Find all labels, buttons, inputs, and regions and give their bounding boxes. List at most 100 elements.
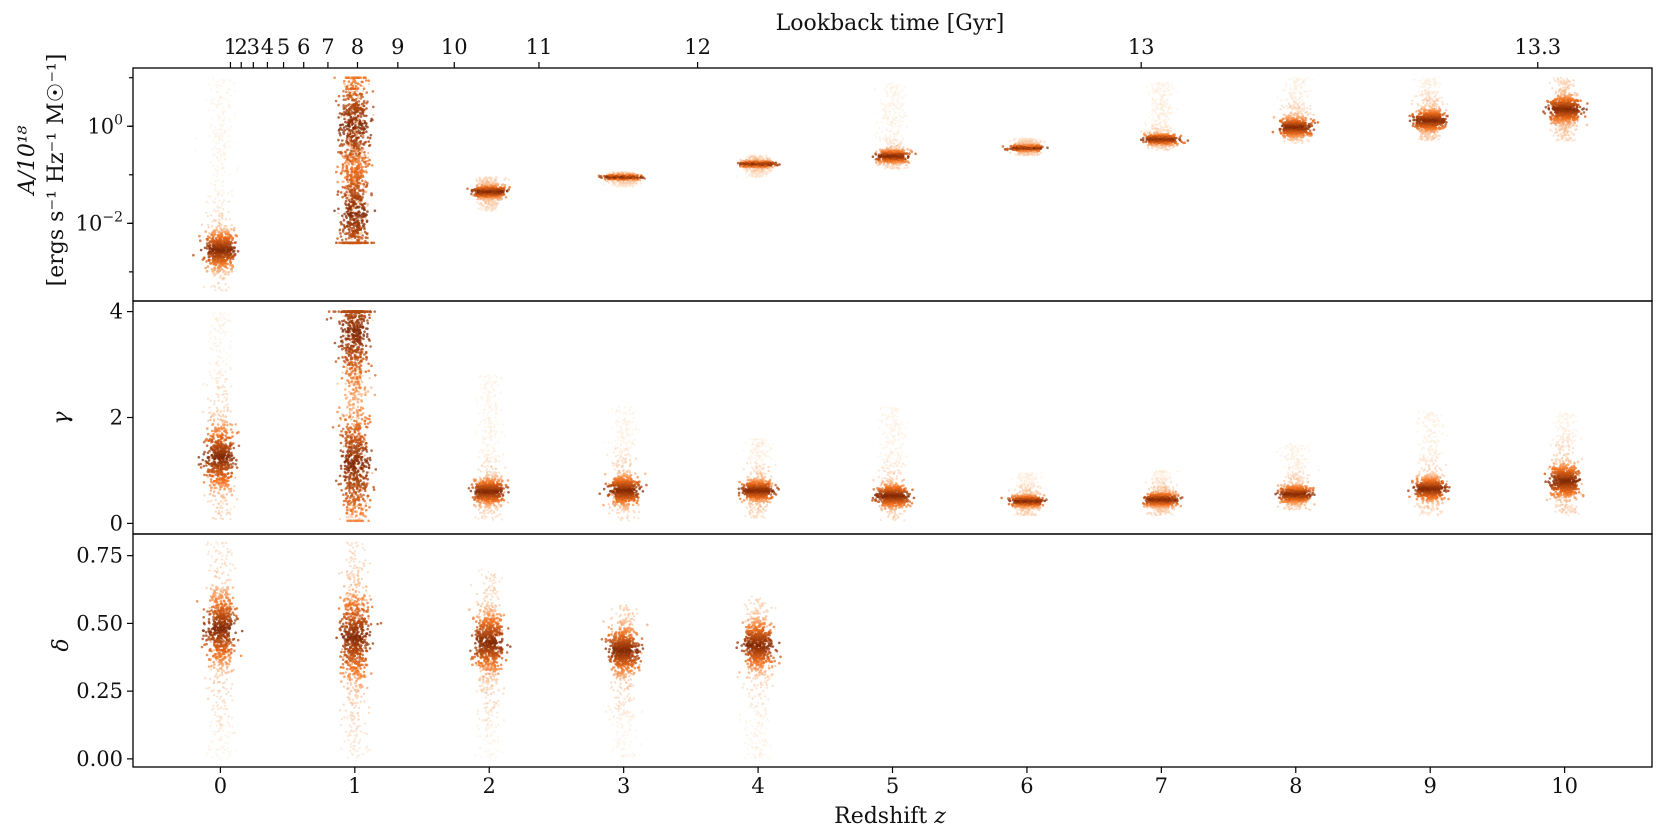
scatter-point	[625, 173, 629, 177]
scatter-point	[218, 190, 221, 193]
scatter-point	[217, 155, 220, 158]
scatter-point	[362, 157, 366, 160]
scatter-point	[746, 161, 749, 165]
scatter-point	[220, 125, 223, 128]
scatter-point	[746, 155, 749, 158]
scatter-point	[487, 206, 490, 209]
scatter-point	[359, 106, 363, 110]
scatter-point	[482, 206, 485, 209]
scatter-point	[210, 285, 213, 288]
scatter-point	[344, 214, 348, 218]
scatter-point	[347, 163, 351, 166]
scatter-point	[364, 190, 368, 194]
scatter-point	[210, 238, 214, 241]
scatter-point	[365, 220, 369, 223]
scatter-point	[879, 102, 882, 105]
scatter-point	[212, 129, 215, 132]
scatter-point	[366, 125, 369, 129]
scatter-point	[361, 219, 364, 223]
scatter-point	[348, 95, 352, 98]
scatter-point	[356, 173, 360, 176]
scatter-point	[349, 149, 353, 152]
scatter-point	[364, 165, 368, 168]
scatter-point	[218, 103, 221, 106]
scatter-point	[352, 93, 356, 96]
scatter-point	[233, 246, 236, 250]
scatter-point	[352, 143, 355, 147]
scatter-point	[337, 207, 340, 211]
scatter-point	[212, 131, 215, 134]
scatter-point	[349, 112, 352, 115]
scatter-point	[207, 109, 210, 112]
scatter-point	[742, 164, 746, 168]
scatter-point	[349, 191, 353, 195]
scatter-point	[232, 229, 236, 232]
scatter-point	[358, 195, 362, 199]
scatter-point	[599, 174, 603, 178]
scatter-point	[896, 98, 899, 101]
scatter-point	[213, 154, 216, 157]
scatter-point	[211, 102, 214, 105]
scatter-point	[346, 193, 349, 196]
scatter-point	[234, 241, 237, 244]
scatter-point	[219, 193, 223, 196]
scatter-point	[215, 135, 218, 138]
scatter-point	[341, 166, 345, 170]
scatter-point	[342, 241, 346, 245]
scatter-point	[358, 132, 361, 135]
scatter-point	[340, 113, 344, 116]
scatter-point	[358, 163, 362, 166]
scatter-point	[890, 129, 893, 133]
scatter-point	[234, 233, 237, 237]
scatter-point	[899, 90, 902, 93]
scatter-point	[233, 113, 236, 116]
scatter-point	[886, 118, 889, 121]
scatter-point	[339, 133, 342, 137]
scatter-point	[345, 224, 349, 228]
scatter-point	[364, 180, 367, 183]
scatter-point	[210, 214, 213, 217]
scatter-point	[219, 223, 223, 227]
scatter-point	[219, 236, 223, 239]
scatter-point	[217, 83, 220, 87]
scatter-point	[213, 266, 216, 269]
scatter-point	[476, 190, 480, 194]
scatter-point	[218, 148, 221, 151]
scatter-point	[343, 225, 347, 229]
scatter-point	[223, 152, 226, 155]
scatter-point	[228, 88, 231, 91]
scatter-point	[339, 191, 343, 194]
scatter-point	[370, 192, 373, 195]
scatter-point	[347, 195, 350, 198]
scatter-point	[362, 87, 366, 90]
scatter-point	[901, 89, 904, 92]
scatter-point	[220, 162, 223, 165]
scatter-point	[879, 98, 882, 101]
scatter-point	[360, 126, 363, 130]
scatter-point	[752, 172, 755, 175]
scatter-point	[212, 254, 216, 258]
scatter-point	[356, 87, 360, 90]
scatter-point	[203, 246, 207, 250]
scatter-point	[215, 142, 218, 145]
scatter-point	[897, 168, 900, 171]
scatter-point	[366, 136, 370, 139]
scatter-point	[472, 188, 476, 192]
scatter-point	[879, 139, 882, 142]
scatter-point	[353, 163, 356, 166]
scatter-point	[363, 153, 367, 157]
scatter-point	[211, 260, 215, 264]
scatter-point	[224, 153, 227, 156]
scatter-point	[890, 82, 893, 86]
scatter-point	[889, 135, 892, 138]
scatter-point	[887, 143, 890, 146]
scatter-point	[224, 230, 227, 233]
scatter-point	[222, 191, 226, 194]
scatter-point	[354, 217, 358, 220]
scatter-point	[905, 125, 908, 128]
scatter-point	[366, 236, 369, 240]
scatter-point	[492, 197, 495, 200]
scatter-point	[219, 157, 222, 160]
scatter-point	[223, 272, 227, 276]
scatter-point	[354, 93, 358, 96]
